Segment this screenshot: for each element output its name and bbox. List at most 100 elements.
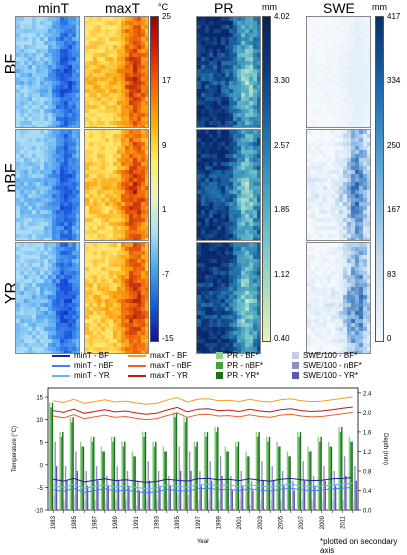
legend-PR-BF: PR - BF*: [216, 351, 259, 360]
bar: [168, 476, 169, 510]
map-maxT-YR: [84, 242, 149, 354]
x-tick-label: 1999: [217, 515, 223, 529]
bar: [323, 466, 324, 510]
bar: [345, 476, 346, 510]
bar: [155, 442, 156, 510]
colorbar-tick-swe: 417: [387, 12, 400, 21]
bar: [158, 471, 159, 510]
bar: [80, 442, 81, 510]
colorbar-tick-swe: 334: [387, 76, 400, 85]
bar: [239, 500, 240, 510]
colorbar-tick-temp: -7: [162, 270, 169, 279]
bar: [115, 500, 116, 510]
x-tick-label: 2005: [279, 515, 285, 529]
bar: [220, 456, 221, 510]
bar: [319, 442, 320, 510]
bar: [356, 481, 357, 510]
bar: [273, 481, 274, 510]
bar: [263, 481, 264, 510]
bar: [205, 437, 206, 510]
x-axis-label: Year: [197, 539, 209, 545]
y2-axis-label: Depth (mm): [382, 433, 388, 465]
bar: [105, 500, 106, 510]
bar: [322, 500, 323, 510]
bar: [266, 437, 267, 510]
colorbar-tick-swe: 83: [387, 270, 396, 279]
bar: [351, 442, 352, 510]
y-tick-label: 5: [40, 441, 44, 447]
bar: [66, 481, 67, 510]
map-maxT-nBF: [84, 129, 149, 241]
bar: [208, 500, 209, 510]
bar: [55, 442, 56, 510]
map-SWE-YR: [306, 242, 371, 354]
bar: [61, 437, 62, 510]
bar: [225, 447, 226, 510]
legend-maxT-YR: maxT - YR: [128, 371, 188, 380]
colorbar-tick-swe: 0: [387, 334, 391, 343]
colorbar-tick-temp: 9: [162, 141, 166, 150]
y2-tick-label: 1.2: [363, 450, 372, 456]
bar: [185, 422, 186, 510]
y-tick-label: 10: [36, 418, 43, 424]
bar: [159, 486, 160, 510]
bar: [128, 486, 129, 510]
bar: [307, 447, 308, 510]
bar: [154, 447, 155, 510]
y2-tick-label: 0.0: [363, 509, 372, 515]
map-PR-YR: [196, 242, 261, 354]
y2-tick-label: 1.6: [363, 430, 372, 436]
map-SWE-BF: [306, 16, 371, 128]
bar: [227, 451, 228, 510]
y-tick-label: -10: [34, 509, 43, 515]
colorbar-tick-pr: 1.85: [274, 205, 290, 214]
bar: [354, 466, 355, 510]
bar: [236, 447, 237, 510]
bar: [341, 427, 342, 510]
bar: [261, 461, 262, 510]
x-tick-label: 2003: [258, 515, 264, 529]
bar: [281, 500, 282, 510]
bar: [53, 495, 54, 510]
legend-SWE-nBF: SWE/100 - nBF*: [292, 361, 362, 370]
bar: [201, 486, 202, 510]
map-PR-nBF: [196, 129, 261, 241]
bar: [196, 442, 197, 510]
x-tick-label: 1997: [196, 515, 202, 529]
bar: [216, 432, 217, 510]
x-tick-label: 2007: [299, 515, 305, 529]
legend-SWE-YR: SWE/100 - YR*: [292, 371, 358, 380]
legend-minT-nBF: minT - nBF: [52, 361, 113, 370]
y-tick-label: 15: [36, 396, 43, 402]
bar: [219, 500, 220, 510]
series-line: [53, 407, 353, 414]
bar: [338, 427, 339, 510]
bar: [183, 417, 184, 510]
bar: [349, 437, 350, 510]
bar: [173, 412, 174, 510]
bar: [320, 437, 321, 510]
x-tick-label: 2011: [341, 515, 347, 529]
bar: [149, 481, 150, 510]
bar: [229, 505, 230, 510]
bar: [148, 461, 149, 510]
bar: [256, 432, 257, 510]
bar: [133, 456, 134, 510]
legend-maxT-nBF: maxT - nBF: [128, 361, 192, 370]
bar: [282, 471, 283, 510]
bar: [56, 466, 57, 510]
bar: [112, 442, 113, 510]
bar: [204, 432, 205, 510]
x-tick-label: 1991: [134, 515, 140, 529]
bar: [81, 447, 82, 510]
bar: [269, 437, 270, 510]
bar: [318, 437, 319, 510]
bar: [90, 437, 91, 510]
bar: [111, 437, 112, 510]
bar: [143, 437, 144, 510]
colorbar-tick-temp: 17: [162, 76, 171, 85]
bar: [174, 417, 175, 510]
y-tick-label: 0: [40, 463, 44, 469]
bar: [232, 490, 233, 510]
bar: [199, 471, 200, 510]
